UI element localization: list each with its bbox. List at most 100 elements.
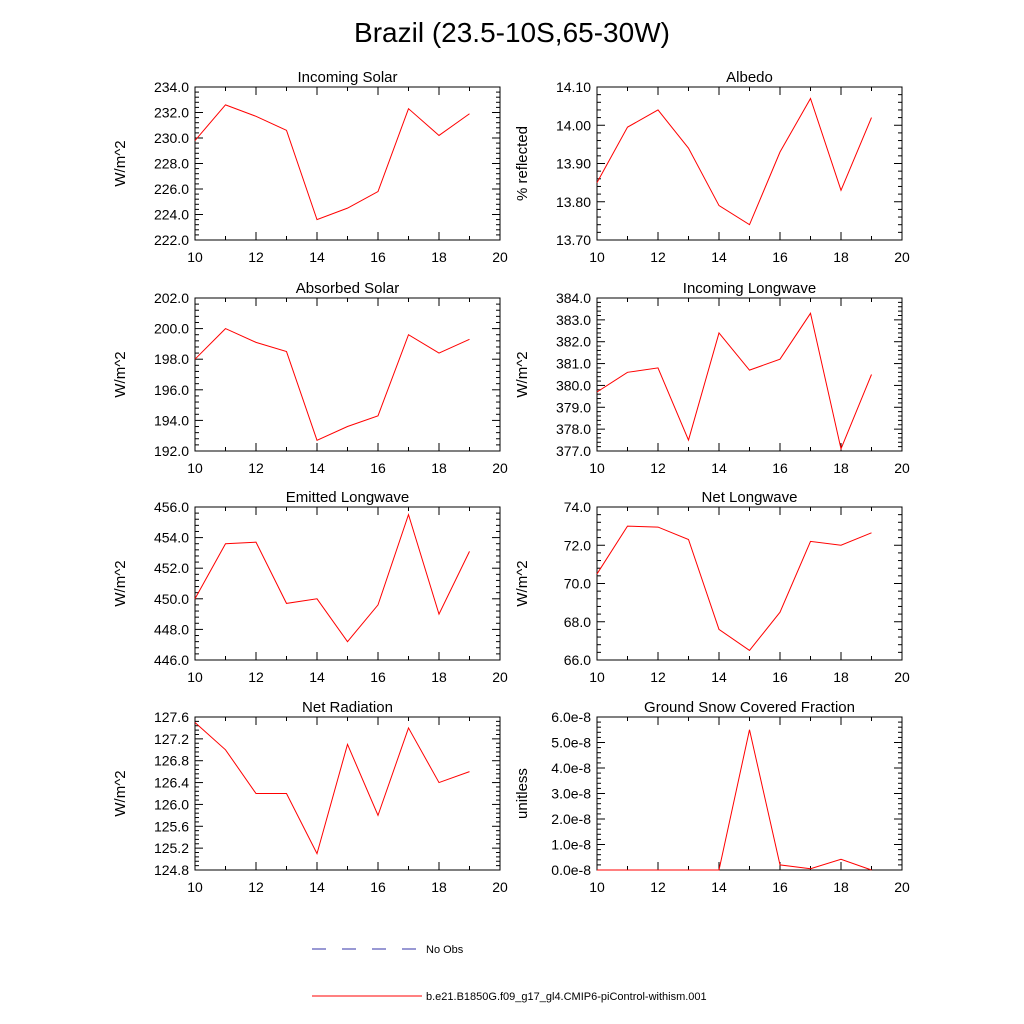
series-line-albedo (596, 97, 872, 226)
y-tick-label-incoming-solar: 234.0 (154, 79, 189, 95)
x-tick-label-net-radiation: 10 (187, 879, 203, 895)
x-tick-label-ground-snow-covered-fraction: 10 (589, 879, 605, 895)
x-tick-label-incoming-solar: 14 (309, 249, 325, 265)
y-tick-label-incoming-longwave: 384.0 (556, 290, 591, 306)
series-line-net-longwave (596, 525, 872, 652)
y-tick-label-emitted-longwave: 446.0 (154, 652, 189, 668)
y-tick-label-ground-snow-covered-fraction: 0.0e-8 (551, 862, 591, 878)
panel-title-absorbed-solar: Absorbed Solar (296, 280, 399, 297)
y-tick-label-ground-snow-covered-fraction: 1.0e-8 (551, 837, 591, 853)
x-tick-label-net-longwave: 10 (589, 669, 605, 685)
x-tick-label-albedo: 12 (650, 249, 666, 265)
x-tick-label-ground-snow-covered-fraction: 20 (894, 879, 910, 895)
series-line-incoming-solar (194, 104, 470, 221)
x-tick-label-incoming-solar: 18 (431, 249, 447, 265)
y-tick-label-emitted-longwave: 452.0 (154, 560, 189, 576)
panel-title-incoming-solar: Incoming Solar (297, 69, 397, 86)
x-tick-label-absorbed-solar: 14 (309, 460, 325, 476)
y-tick-label-albedo: 13.70 (556, 232, 591, 248)
x-tick-label-absorbed-solar: 18 (431, 460, 447, 476)
x-tick-label-net-longwave: 12 (650, 669, 666, 685)
y-tick-label-net-radiation: 126.0 (154, 796, 189, 812)
y-tick-label-absorbed-solar: 202.0 (154, 290, 189, 306)
panel-emitted-longwave: Emitted Longwave W/m^2 10 12 14 16 18 20 446.0 44… (112, 489, 508, 685)
x-tick-label-net-longwave: 20 (894, 669, 910, 685)
y-tick-label-absorbed-solar: 192.0 (154, 443, 189, 459)
x-tick-label-incoming-longwave: 18 (833, 460, 849, 476)
y-tick-label-ground-snow-covered-fraction: 2.0e-8 (551, 811, 591, 827)
panel-title-net-longwave: Net Longwave (702, 489, 798, 506)
y-axis-label-albedo: % reflected (514, 126, 531, 201)
y-tick-label-incoming-longwave: 377.0 (556, 443, 591, 459)
y-tick-label-ground-snow-covered-fraction: 4.0e-8 (551, 760, 591, 776)
x-tick-label-incoming-longwave: 14 (711, 460, 727, 476)
x-tick-label-albedo: 18 (833, 249, 849, 265)
y-tick-label-net-radiation: 125.2 (154, 840, 189, 856)
y-tick-label-net-radiation: 124.8 (154, 862, 189, 878)
y-axis-label-emitted-longwave: W/m^2 (112, 560, 129, 606)
y-axis-label-absorbed-solar: W/m^2 (112, 351, 129, 397)
y-tick-label-absorbed-solar: 196.0 (154, 382, 189, 398)
y-tick-label-absorbed-solar: 194.0 (154, 412, 189, 428)
x-tick-label-emitted-longwave: 18 (431, 669, 447, 685)
x-tick-label-incoming-solar: 10 (187, 249, 203, 265)
y-tick-label-net-longwave: 70.0 (564, 576, 591, 592)
x-tick-label-ground-snow-covered-fraction: 18 (833, 879, 849, 895)
y-tick-label-net-longwave: 74.0 (564, 499, 591, 515)
x-tick-label-net-radiation: 18 (431, 879, 447, 895)
legend: No Obs b.e21.B1850G.f09_g17_gl4.CMIP6-pi… (312, 944, 707, 1003)
x-tick-label-emitted-longwave: 14 (309, 669, 325, 685)
panel-ground-snow-covered-fraction: Ground Snow Covered Fraction unitless 10 12… (514, 699, 910, 895)
y-tick-label-net-radiation: 127.6 (154, 709, 189, 725)
x-tick-label-ground-snow-covered-fraction: 14 (711, 879, 727, 895)
y-tick-label-albedo: 14.10 (556, 79, 591, 95)
y-tick-label-emitted-longwave: 456.0 (154, 499, 189, 515)
x-tick-label-ground-snow-covered-fraction: 16 (772, 879, 788, 895)
y-tick-label-incoming-solar: 232.0 (154, 105, 189, 121)
x-tick-label-net-radiation: 12 (248, 879, 264, 895)
y-tick-label-incoming-solar: 224.0 (154, 207, 189, 223)
x-tick-label-incoming-solar: 12 (248, 249, 264, 265)
y-tick-label-absorbed-solar: 198.0 (154, 351, 189, 367)
y-tick-label-net-radiation: 127.2 (154, 731, 189, 747)
y-axis-label-net-radiation: W/m^2 (112, 770, 129, 816)
y-tick-label-incoming-solar: 230.0 (154, 130, 189, 146)
x-tick-label-absorbed-solar: 16 (370, 460, 386, 476)
y-tick-label-incoming-solar: 222.0 (154, 232, 189, 248)
x-tick-label-incoming-solar: 20 (492, 249, 508, 265)
series-line-emitted-longwave (194, 513, 470, 643)
panel-title-emitted-longwave: Emitted Longwave (286, 489, 409, 506)
x-tick-label-emitted-longwave: 20 (492, 669, 508, 685)
y-tick-label-incoming-longwave: 381.0 (556, 356, 591, 372)
x-tick-label-net-longwave: 14 (711, 669, 727, 685)
y-tick-label-albedo: 13.90 (556, 156, 591, 172)
x-tick-label-emitted-longwave: 12 (248, 669, 264, 685)
y-tick-label-net-longwave: 72.0 (564, 537, 591, 553)
legend-obs-label: No Obs (426, 944, 464, 956)
y-tick-label-emitted-longwave: 454.0 (154, 530, 189, 546)
y-tick-label-incoming-longwave: 382.0 (556, 334, 591, 350)
y-tick-label-net-radiation: 126.4 (154, 775, 189, 791)
panel-title-incoming-longwave: Incoming Longwave (683, 280, 816, 297)
series-line-incoming-longwave (596, 312, 872, 451)
y-tick-label-incoming-solar: 228.0 (154, 156, 189, 172)
y-tick-label-absorbed-solar: 200.0 (154, 321, 189, 337)
x-tick-label-net-radiation: 20 (492, 879, 508, 895)
x-tick-label-incoming-longwave: 10 (589, 460, 605, 476)
x-tick-label-ground-snow-covered-fraction: 12 (650, 879, 666, 895)
y-tick-label-incoming-longwave: 380.0 (556, 377, 591, 393)
y-tick-label-net-radiation: 126.8 (154, 753, 189, 769)
x-tick-label-incoming-solar: 16 (370, 249, 386, 265)
x-tick-label-absorbed-solar: 20 (492, 460, 508, 476)
figure-title: Brazil (23.5-10S,65-30W) (354, 17, 670, 48)
legend-model-label: b.e21.B1850G.f09_g17_gl4.CMIP6-piControl… (426, 991, 707, 1003)
panel-net-radiation: Net Radiation W/m^2 10 12 14 16 18 20 124.8 125.2… (112, 699, 508, 895)
x-tick-label-albedo: 10 (589, 249, 605, 265)
panels: Incoming Solar W/m^2 10 12 14 16 18 20 222.0 224.… (112, 69, 910, 895)
panel-title-albedo: Albedo (726, 69, 773, 86)
y-tick-label-ground-snow-covered-fraction: 3.0e-8 (551, 786, 591, 802)
panel-title-ground-snow-covered-fraction: Ground Snow Covered Fraction (644, 699, 855, 716)
panel-absorbed-solar: Absorbed Solar W/m^2 10 12 14 16 18 20 192.0 194.… (112, 280, 508, 476)
x-tick-label-albedo: 16 (772, 249, 788, 265)
